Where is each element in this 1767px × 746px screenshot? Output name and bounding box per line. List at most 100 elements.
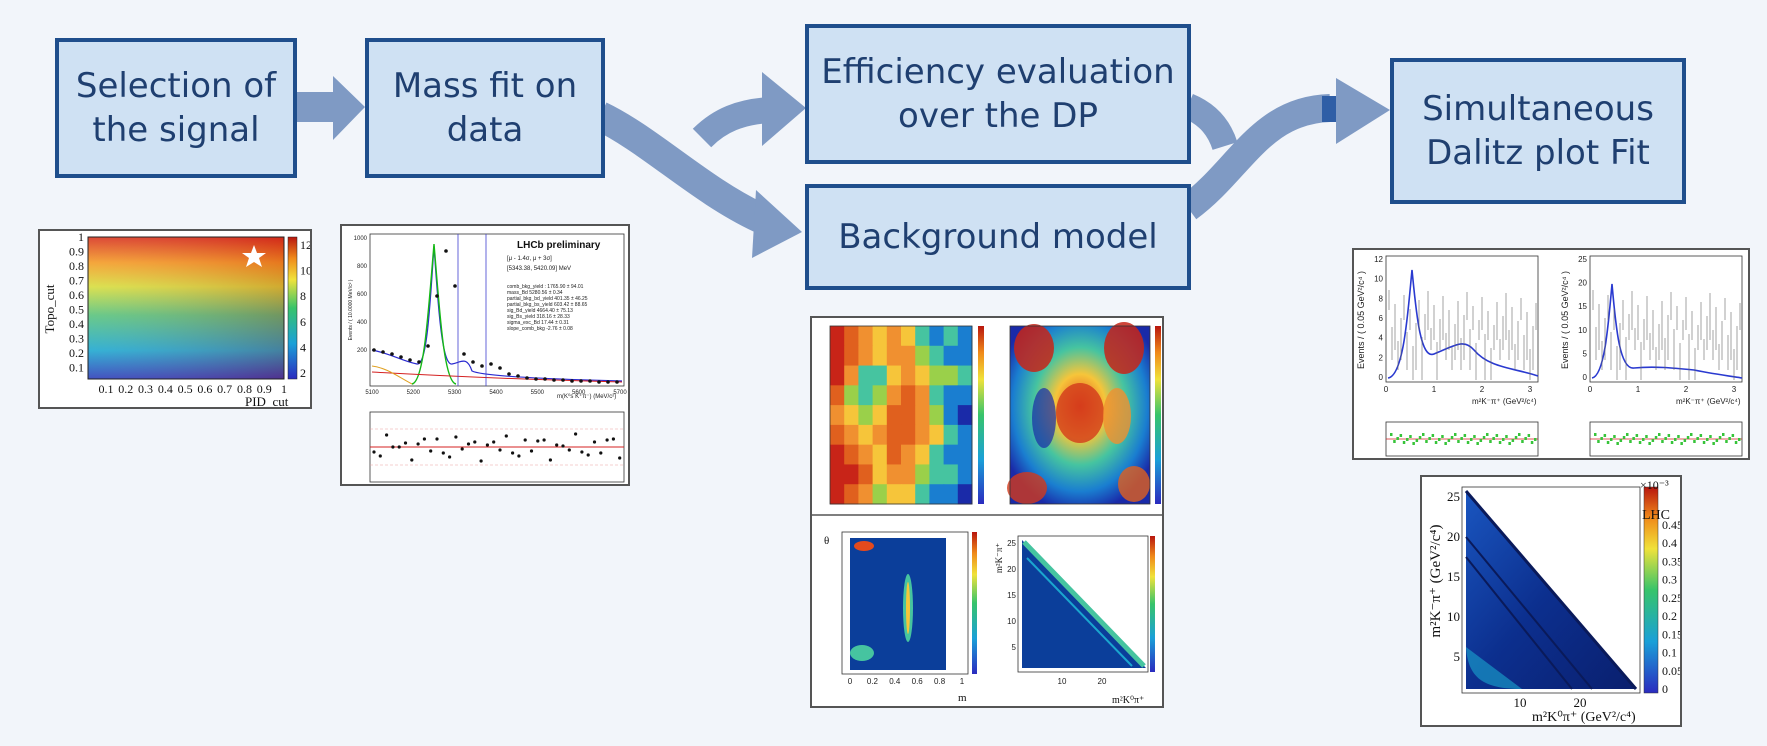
efficiency-bin (929, 424, 945, 446)
projection-pull (1610, 438, 1613, 441)
projection-pull (1521, 440, 1524, 443)
projection-pull (1686, 436, 1690, 439)
mass-fit-plot: LHCb preliminary [μ - 1.4σ, μ + 3σ] [534… (340, 224, 630, 486)
mass-fit-datapoint (444, 249, 448, 253)
mass-fit-datapoint (489, 362, 493, 366)
dalitz-z-exponent: ×10⁻³ (1640, 478, 1669, 492)
selection-xtick: 0.4 (158, 382, 173, 396)
projection-pull (1434, 441, 1438, 444)
selection-xtick: 0.6 (197, 382, 212, 396)
selection-xtick: 0.9 (257, 382, 272, 396)
efficiency-bin (830, 424, 845, 446)
pull-point (429, 449, 433, 453)
efficiency-bin (872, 444, 888, 465)
selection-ztick: 6 (300, 315, 306, 329)
mass-fit-param: sig_Bd_yield 4664.40 ± 75.13 (507, 308, 573, 314)
projection-pull (1511, 439, 1515, 442)
projection-pull (1626, 433, 1629, 436)
projection-pull (1693, 440, 1696, 443)
pull-point (523, 438, 527, 442)
dalitz-ztick: 0.35 (1662, 554, 1682, 568)
projection-pull (1470, 438, 1473, 441)
projection-pull (1463, 434, 1467, 437)
efficiency-br-xtick: 10 (1058, 677, 1067, 686)
efficiency-bin (830, 405, 845, 426)
projection-pull (1680, 442, 1683, 445)
mass-fit-datapoint (435, 294, 439, 298)
selection-xtick: 1 (281, 382, 287, 396)
efficiency-bin (915, 345, 930, 367)
selection-ytick: 0.8 (69, 259, 84, 273)
efficiency-bin (872, 326, 888, 347)
projection-pull (1530, 441, 1534, 444)
efficiency-bl-xtick: 0 (848, 677, 853, 686)
mass-fit-ytick: 200 (357, 348, 368, 354)
projection-pull (1508, 442, 1511, 445)
efficiency-background-maps: 0 0.2 0.4 0.6 0.8 1 m θ 10 20 25 20 15 10 5 m²K⁰π⁺… (810, 316, 1164, 708)
pull-point (385, 433, 389, 437)
projection-pull (1616, 442, 1619, 445)
efficiency-br-ytick: 5 (1012, 643, 1017, 652)
mass-fit-param: sig_Bs_yield 318.16 ± 28.33 (507, 314, 570, 320)
projection-pull (1706, 438, 1709, 441)
pull-point (548, 458, 552, 462)
efficiency-bin (872, 365, 888, 386)
dalitz-ztick: 0.25 (1662, 591, 1682, 605)
pull-point (460, 447, 464, 451)
pull-point (567, 448, 571, 452)
selection-xtick: 0.2 (118, 382, 133, 396)
efficiency-bin (844, 484, 859, 505)
efficiency-bin (957, 444, 973, 465)
mass-fit-datapoint (390, 352, 394, 356)
projection-left-xtick: 1 (1432, 385, 1437, 394)
projection-pull (1457, 440, 1460, 443)
mass-fit-xtick: 5600 (572, 390, 586, 396)
pull-point (473, 440, 477, 444)
mass-fit-datapoint (471, 360, 475, 364)
projection-pull (1603, 434, 1607, 437)
projection-left-xtick: 0 (1384, 385, 1389, 394)
projection-pull (1699, 434, 1703, 437)
projection-pull (1396, 437, 1399, 440)
efficiency-bin (929, 326, 945, 347)
mass-fit-xlabel: m(K⁰s K⁺π⁻) (MeV/c²) (557, 393, 616, 400)
projection-left-xtick: 3 (1528, 385, 1533, 394)
projection-right-xtick: 0 (1588, 385, 1593, 394)
efficiency-br-ytick: 25 (1007, 539, 1016, 548)
projection-pull (1534, 438, 1537, 441)
pull-point (422, 437, 426, 441)
mass-fit-datapoint (516, 374, 520, 378)
projection-pull (1390, 433, 1393, 436)
projection-pull (1594, 433, 1597, 436)
efficiency-bin (872, 424, 888, 446)
efficiency-bin (943, 345, 959, 367)
projection-pull (1731, 434, 1735, 437)
projection-pull (1431, 434, 1435, 437)
mass-fit-datapoint (579, 379, 583, 383)
mass-fit-param: mass_Bd 5280.56 ± 0.34 (507, 290, 563, 296)
efficiency-bin (943, 385, 959, 406)
mass-fit-param: sigma_exc_Bd 17.44 ± 0.31 (507, 320, 569, 326)
pull-point (504, 434, 508, 438)
efficiency-bin (943, 444, 959, 465)
projection-pull (1683, 439, 1687, 442)
efficiency-bin (858, 345, 874, 367)
mass-fit-ylabel: Events / ( 10.0000 MeV/c² ) (348, 279, 354, 340)
dalitz-ytick: 10 (1447, 609, 1460, 624)
efficiency-br-ytick: 10 (1007, 617, 1016, 626)
efficiency-bin (915, 405, 930, 426)
projection-right-xtick: 1 (1636, 385, 1641, 394)
projection-pull (1505, 435, 1508, 438)
efficiency-bin (858, 365, 874, 386)
mass-fit-datapoint (381, 350, 385, 354)
selection-xtick: 0.8 (237, 382, 252, 396)
step-mass-fit: Mass fit on data (365, 38, 605, 178)
projection-pull (1613, 435, 1616, 438)
arrow-background-to-dalitzfit (1179, 78, 1390, 220)
projection-pull (1527, 434, 1531, 437)
efficiency-bin (844, 385, 859, 406)
mass-fit-datapoint (615, 380, 619, 384)
pull-point (492, 440, 496, 444)
pull-point (410, 458, 414, 462)
efficiency-bl-xtick: 0.4 (889, 677, 901, 686)
